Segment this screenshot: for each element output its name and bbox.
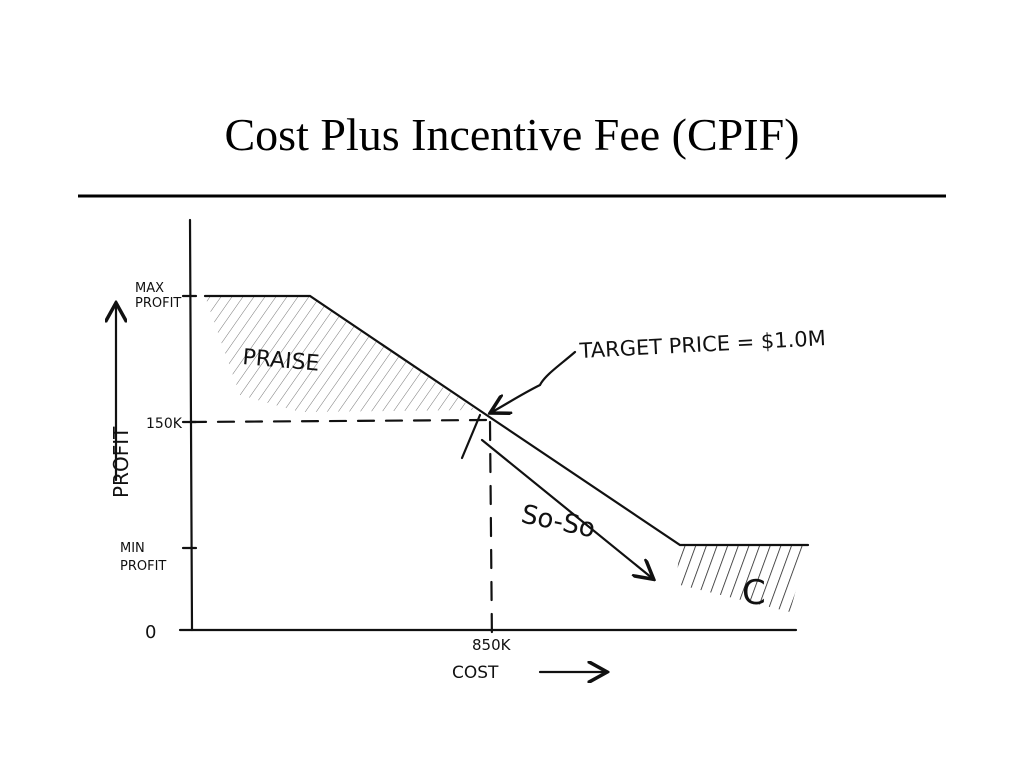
target-price-label: TARGET PRICE = $1.0M: [578, 326, 826, 363]
y-axis-label: PROFIT: [109, 426, 133, 498]
max-profit-label: MAX PROFIT: [135, 281, 181, 311]
min-profit-label: MIN PROFIT: [120, 541, 166, 574]
target-cost-dash: [488, 420, 494, 647]
target-arrow: [492, 350, 577, 412]
title: Cost Plus Incentive Fee (CPIF): [225, 109, 800, 160]
praise-hatch: [205, 296, 476, 412]
zero-label: 0: [145, 622, 156, 643]
so-so-arrow: [480, 438, 652, 578]
tick-mark: [460, 413, 482, 460]
target-profit-dash: [188, 418, 490, 424]
x-axis-label: COST: [452, 663, 499, 683]
grade-label: C: [742, 573, 766, 613]
target-cost-label: 850K: [472, 636, 512, 654]
target-profit-label: 150K: [146, 416, 183, 432]
y-axis: [188, 218, 194, 632]
profit-line: [203, 294, 810, 547]
so-so-label: So-So: [519, 500, 598, 545]
loss-hatch: [676, 545, 808, 612]
